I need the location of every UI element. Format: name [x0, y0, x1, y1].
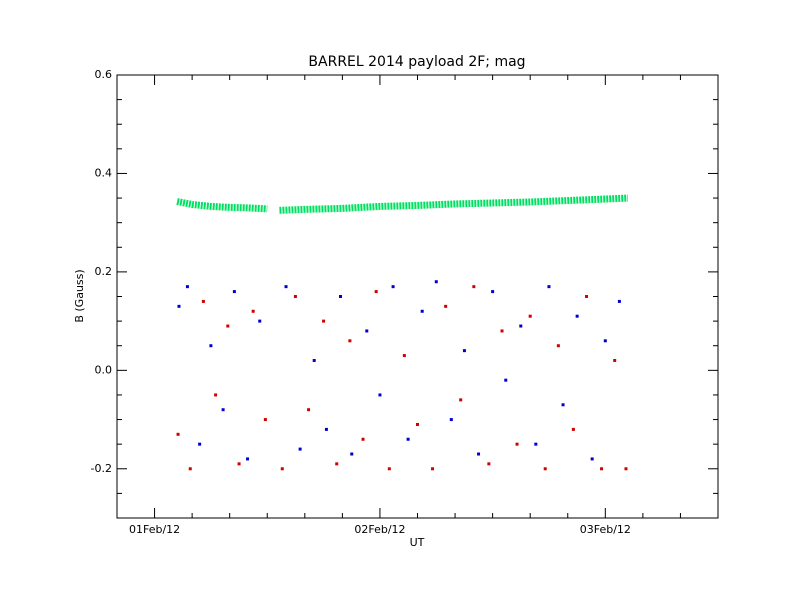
x-tick-label: 03Feb/12 — [580, 523, 631, 536]
data-point — [434, 280, 438, 284]
data-point — [188, 467, 192, 471]
series-line — [176, 198, 268, 213]
data-point — [221, 408, 225, 412]
data-point — [500, 329, 504, 333]
data-point — [312, 358, 316, 362]
data-point — [232, 290, 236, 294]
data-point — [201, 299, 205, 303]
y-tick-label: 0.4 — [95, 166, 113, 179]
data-point — [575, 314, 579, 318]
data-point — [258, 319, 262, 323]
data-point — [209, 344, 213, 348]
data-point — [556, 344, 560, 348]
data-point — [613, 358, 617, 362]
data-point — [519, 324, 523, 328]
y-tick-label: 0.0 — [95, 363, 113, 376]
data-point — [543, 467, 547, 471]
data-point — [534, 442, 538, 446]
y-axis-label: B (Gauss) — [73, 269, 86, 322]
data-point — [590, 457, 594, 461]
data-point — [185, 285, 189, 289]
data-point — [198, 442, 202, 446]
y-tick-label: 0.2 — [95, 265, 113, 278]
data-point — [378, 393, 382, 397]
data-point — [477, 452, 481, 456]
data-point — [491, 290, 495, 294]
data-point — [284, 285, 288, 289]
data-point — [449, 418, 453, 422]
data-point — [251, 309, 255, 313]
data-point — [547, 285, 551, 289]
data-point — [226, 324, 230, 328]
data-point — [322, 319, 326, 323]
data-point — [624, 467, 628, 471]
data-point — [350, 452, 354, 456]
data-point — [176, 432, 180, 436]
data-point — [603, 339, 607, 343]
data-point — [387, 467, 391, 471]
data-point — [600, 467, 604, 471]
data-point — [528, 314, 532, 318]
data-point — [293, 295, 297, 298]
data-point — [335, 462, 339, 466]
data-point — [420, 309, 424, 313]
data-point — [324, 427, 328, 431]
data-point — [406, 437, 410, 441]
data-point — [431, 467, 435, 471]
data-point — [246, 457, 250, 461]
chart-title: BARREL 2014 payload 2F; mag — [308, 54, 525, 70]
data-point — [617, 299, 621, 303]
data-point — [585, 295, 589, 298]
data-point — [177, 304, 181, 308]
series-line — [279, 194, 629, 214]
data-point — [571, 427, 575, 431]
data-point — [504, 378, 508, 382]
data-point — [444, 304, 448, 308]
data-point — [472, 285, 476, 289]
data-point — [391, 285, 395, 289]
data-point — [338, 295, 342, 298]
data-point — [237, 462, 241, 466]
data-point — [307, 408, 311, 412]
data-point — [348, 339, 352, 343]
data-point — [402, 354, 406, 358]
data-point — [374, 290, 378, 294]
data-point — [361, 437, 365, 441]
x-axis-label: UT — [410, 536, 425, 549]
data-point — [462, 349, 466, 353]
data-point — [487, 462, 491, 466]
data-point — [263, 418, 267, 422]
data-point — [280, 467, 284, 471]
x-tick-label: 02Feb/12 — [354, 523, 405, 536]
data-point — [416, 422, 419, 426]
data-point — [298, 447, 302, 451]
y-tick-label: 0.6 — [95, 68, 113, 81]
data-point — [214, 393, 218, 397]
data-point — [459, 398, 463, 402]
data-point — [561, 403, 565, 407]
data-point — [365, 329, 369, 333]
data-point — [515, 442, 519, 446]
x-tick-label: 01Feb/12 — [129, 523, 180, 536]
y-tick-label: -0.2 — [91, 462, 112, 475]
